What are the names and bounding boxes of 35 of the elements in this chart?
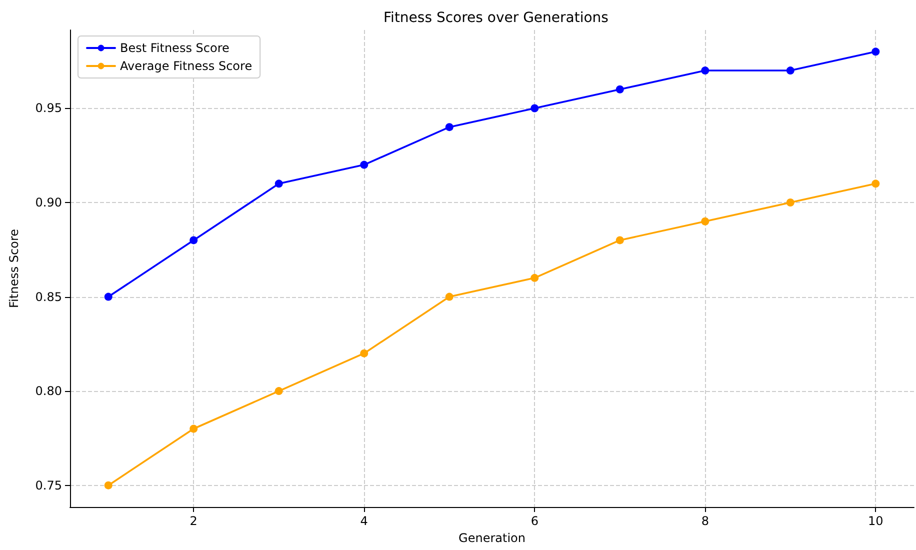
point [274, 387, 283, 396]
point [530, 274, 539, 282]
point [786, 198, 794, 207]
y-tick-label: 0.95 [35, 101, 62, 116]
x-axis-title: Generation [458, 530, 526, 545]
x-tick-label: 10 [868, 514, 884, 528]
y-axis-title: Fitness Score [7, 229, 21, 308]
point [445, 292, 454, 301]
point [786, 66, 794, 75]
y-tick-label: 0.80 [35, 384, 62, 398]
point [445, 123, 454, 132]
point [701, 66, 710, 75]
y-tick-label: 0.75 [35, 478, 62, 492]
point [190, 236, 198, 244]
y-tick-label: 0.85 [35, 290, 62, 304]
point [190, 424, 198, 433]
point [701, 217, 710, 226]
x-tick-label: 2 [190, 514, 198, 528]
point [360, 160, 368, 169]
point [530, 104, 539, 112]
x-tick-label: 6 [530, 514, 538, 528]
chart-title: Fitness Scores over Generations [384, 10, 608, 26]
legend-label: Best Fitness Score [120, 41, 230, 55]
point [104, 292, 112, 301]
y-tick-label: 0.90 [35, 196, 62, 210]
point [104, 481, 112, 490]
legend-label: Average Fitness Score [120, 59, 252, 73]
point [872, 180, 880, 188]
point [616, 236, 624, 244]
x-tick-label: 8 [701, 514, 709, 528]
point [360, 349, 368, 358]
point [872, 48, 880, 56]
point [274, 180, 283, 188]
x-tick-label: 4 [360, 514, 368, 528]
point [616, 85, 624, 94]
